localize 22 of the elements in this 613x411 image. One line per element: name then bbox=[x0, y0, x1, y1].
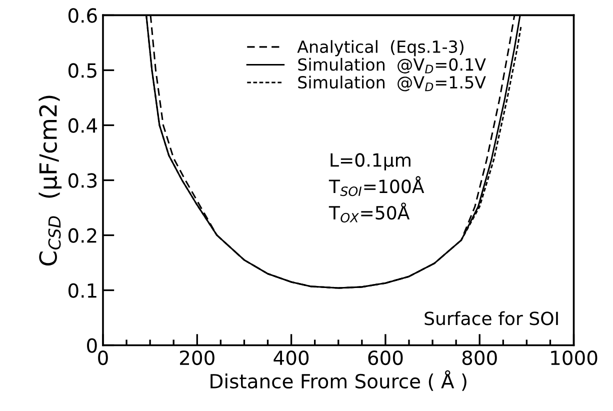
x-tick-label: 0 bbox=[98, 350, 108, 366]
y-tick-label: 0.5 bbox=[68, 63, 96, 78]
y-tick-label: 0.2 bbox=[68, 228, 96, 243]
y-tick-label: 0.4 bbox=[68, 118, 98, 133]
legend-label: Simulation @V$_{D}$=1.5V bbox=[298, 76, 486, 92]
annotation: T$_{OX}$=50Å bbox=[328, 202, 410, 222]
x-tick-label: 200 bbox=[180, 350, 214, 366]
y-tick-label: 0 bbox=[87, 338, 97, 353]
annotation: Surface for SOI bbox=[424, 311, 558, 326]
y-axis-title: C$_{CSD}$ (μF/cm2) bbox=[38, 96, 62, 266]
x-tick-label: 600 bbox=[368, 350, 403, 366]
x-tick-label: 400 bbox=[274, 350, 309, 366]
y-tick-label: 0.3 bbox=[68, 173, 97, 188]
x-axis-title: Distance From Source ( Å ) bbox=[210, 370, 466, 391]
x-tick-label: 800 bbox=[462, 350, 497, 366]
legend-label: Analytical (Eqs.1-3) bbox=[297, 40, 464, 56]
annotation: L=0.1μm bbox=[330, 153, 410, 170]
x-tick-label: 1000 bbox=[551, 350, 598, 366]
y-tick-label: 0.1 bbox=[68, 283, 96, 298]
annotation: T$_{SOI}$=100Å bbox=[328, 176, 424, 196]
legend-label: Simulation @V$_{D}$=0.1V bbox=[298, 58, 486, 74]
y-tick-label: 0.6 bbox=[68, 8, 97, 23]
